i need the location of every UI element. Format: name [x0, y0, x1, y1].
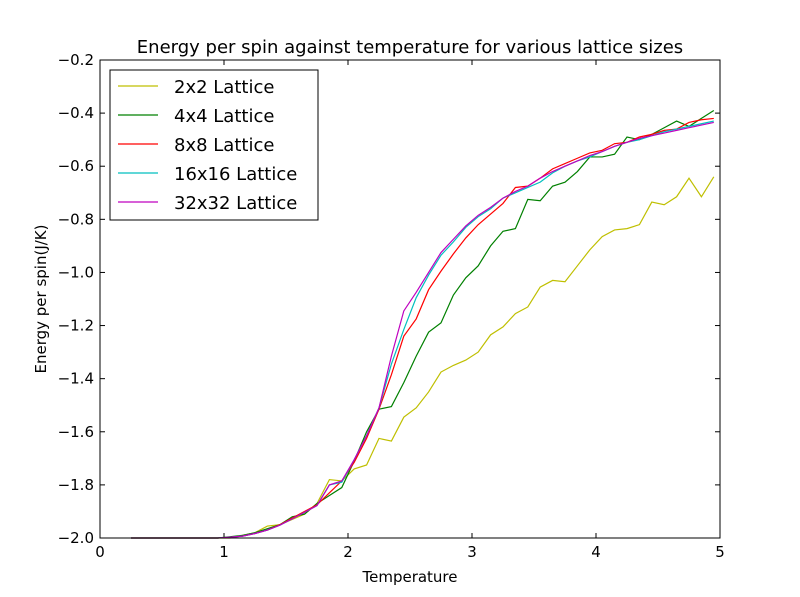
x-tick-label: 5	[715, 543, 725, 561]
axis-ticks: 0 1 2 3 4 5 −2.0 −1.8 −1.6 −1.4 −1.2 −1.0 −0.8 −0.6 −0…	[58, 51, 725, 561]
legend: 2x2 Lattice 4x4 Lattice 8x8 Lattice 16x16 L…	[109, 69, 319, 221]
plot-frame	[99, 59, 721, 539]
x-tick-label: 0	[95, 543, 105, 561]
y-tick-label: −0.6	[58, 157, 94, 175]
legend-label-2x2-lattice: 2x2 Lattice	[174, 77, 274, 98]
x-tick-label: 2	[343, 543, 353, 561]
legend-box	[109, 69, 319, 221]
x-tick-label: 3	[467, 543, 477, 561]
y-tick-label: −1.0	[58, 263, 94, 281]
legend-label-32x32-lattice: 32x32 Lattice	[174, 193, 297, 214]
x-tick-label: 1	[219, 543, 229, 561]
y-axis-label: Energy per spin(J/K)	[32, 225, 50, 374]
series-line-32x32-lattice	[131, 121, 714, 539]
y-tick-label: −1.4	[58, 370, 94, 388]
y-tick-label: −1.6	[58, 423, 94, 441]
y-tick-label: −1.2	[58, 317, 94, 335]
y-tick-label: −2.0	[58, 529, 94, 547]
legend-label-16x16-lattice: 16x16 Lattice	[174, 164, 297, 185]
y-tick-label: −0.4	[58, 104, 94, 122]
legend-label-8x8-lattice: 8x8 Lattice	[174, 135, 274, 156]
y-tick-label: −1.8	[58, 476, 94, 494]
x-axis-label: Temperature	[361, 568, 457, 586]
legend-label-4x4-lattice: 4x4 Lattice	[174, 106, 274, 127]
x-tick-label: 4	[591, 543, 601, 561]
y-tick-label: −0.2	[58, 51, 94, 69]
y-tick-label: −0.8	[58, 210, 94, 228]
chart-title: Energy per spin against temperature for …	[137, 37, 683, 58]
